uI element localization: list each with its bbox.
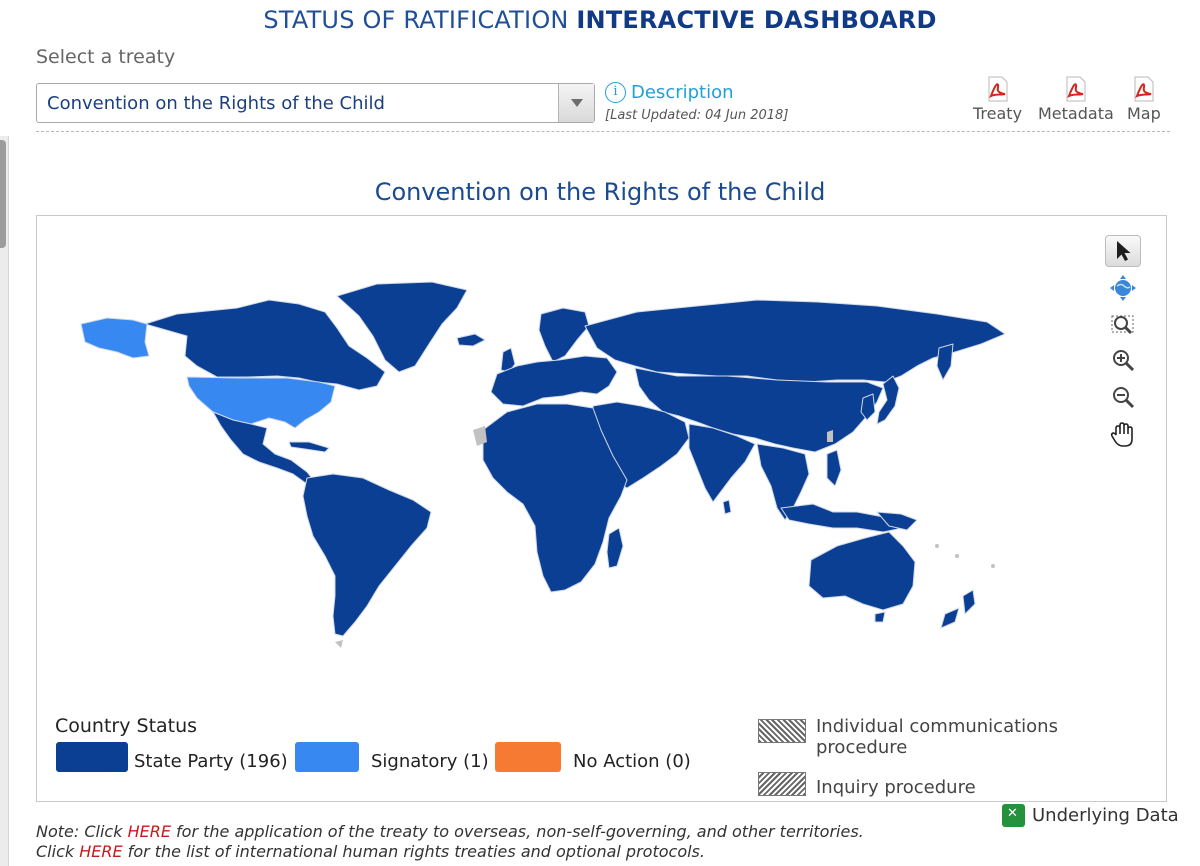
metadata-pdf-button[interactable]: Metadata	[1038, 76, 1114, 123]
dashboard-title: STATUS OF RATIFICATION INTERACTIVE DASHB…	[0, 6, 1200, 34]
header-divider	[36, 131, 1170, 132]
legend-label-individual-communications: Individual communications procedure	[816, 716, 1058, 758]
treaties-list-note-prefix: Click	[36, 842, 80, 861]
map-region-maritime-asia[interactable]	[780, 503, 904, 533]
zoom-region-icon	[1111, 315, 1134, 335]
map-region-europe[interactable]	[490, 355, 618, 407]
map-pdf-label: Map	[1127, 104, 1161, 123]
map-panel: Country Status State Party (196) Signato…	[36, 215, 1167, 802]
map-pdf-button[interactable]: Map	[1127, 76, 1161, 123]
legend-label-state-party: State Party (196)	[134, 751, 288, 772]
description-link-label: Description	[631, 82, 734, 103]
map-region-pacific-islands[interactable]	[991, 564, 995, 568]
territories-note-prefix: Note: Click	[36, 822, 128, 841]
zoom-region-icon[interactable]	[1105, 309, 1141, 341]
treaties-list-note-suffix: for the list of international human righ…	[122, 842, 705, 861]
dashboard-title-emphasis: INTERACTIVE DASHBOARD	[576, 6, 937, 34]
pdf-icon	[1066, 76, 1086, 102]
legend-swatch-state-party	[56, 741, 128, 772]
hatch-swatch-inquiry	[758, 772, 806, 796]
treaties-list-here-link[interactable]: HERE	[79, 842, 123, 861]
legend-swatch-signatory	[295, 741, 359, 772]
map-region-taiwan[interactable]	[827, 430, 833, 442]
legend-title: Country Status	[55, 715, 198, 737]
map-region-pacific-islands[interactable]	[935, 544, 939, 548]
map-region-asia[interactable]	[634, 367, 884, 453]
legend-item-signatory[interactable]: Signatory (1)	[295, 741, 489, 772]
last-updated-text: [Last Updated: 04 Jun 2018]	[605, 108, 789, 123]
map-region-western-sahara[interactable]	[473, 426, 487, 446]
select-arrow-icon	[1117, 241, 1131, 261]
map-region-united-states[interactable]	[186, 376, 336, 429]
map-region-africa[interactable]	[482, 403, 628, 593]
legend-label-signatory: Signatory (1)	[371, 751, 489, 772]
pdf-icon	[1134, 76, 1154, 102]
territories-note: Note: Click HERE for the application of …	[36, 822, 864, 841]
territories-note-suffix: for the application of the treaty to ove…	[170, 822, 864, 841]
map-region-south-asia[interactable]	[688, 423, 756, 503]
map-region-sri-lanka[interactable]	[722, 499, 732, 515]
map-region-philippines[interactable]	[826, 449, 842, 487]
pan-hand-icon[interactable]	[1105, 419, 1141, 451]
map-region-japan[interactable]	[876, 375, 900, 425]
zoom-in-icon[interactable]	[1105, 345, 1141, 377]
globe-icon[interactable]	[1105, 272, 1141, 304]
map-region-canada[interactable]	[144, 299, 386, 391]
treaty-pdf-label: Treaty	[973, 104, 1023, 123]
map-region-new-zealand-south[interactable]	[940, 607, 960, 629]
map-region-kamchatka[interactable]	[936, 343, 954, 381]
underlying-data-link[interactable]: Underlying Data	[1002, 804, 1179, 827]
legend-item-state-party[interactable]: State Party (196)	[56, 741, 288, 772]
map-region-new-zealand[interactable]	[962, 589, 976, 615]
territories-here-link[interactable]: HERE	[127, 822, 171, 841]
map-region-korea[interactable]	[860, 393, 876, 421]
legend-label-inquiry: Inquiry procedure	[816, 777, 976, 798]
treaty-pdf-button[interactable]: Treaty	[973, 76, 1022, 123]
pdf-icon	[988, 76, 1008, 102]
map-region-madagascar[interactable]	[606, 527, 624, 569]
globe-icon	[1110, 275, 1136, 301]
map-title: Convention on the Rights of the Child	[374, 178, 826, 206]
map-region-tasmania[interactable]	[874, 611, 886, 623]
pan-hand-icon	[1110, 422, 1133, 447]
map-region-antarctic-islands[interactable]	[335, 640, 343, 648]
map-region-iceland[interactable]	[456, 333, 486, 347]
map-region-cuba[interactable]	[288, 441, 330, 453]
page-scrollbar-track[interactable]	[0, 136, 9, 866]
map-region-russia[interactable]	[584, 299, 1006, 383]
zoom-out-icon[interactable]	[1105, 382, 1141, 414]
map-region-pacific-islands[interactable]	[955, 554, 959, 558]
select-arrow-icon[interactable]	[1105, 235, 1141, 267]
map-region-greenland[interactable]	[336, 281, 468, 373]
zoom-in-icon	[1113, 350, 1135, 372]
underlying-data-label: Underlying Data	[1032, 805, 1179, 826]
treaty-dropdown[interactable]: Convention on the Rights of the Child	[36, 83, 595, 123]
zoom-out-icon	[1113, 387, 1135, 409]
page-scrollbar-thumb[interactable]	[0, 140, 6, 248]
hatch-swatch-individual-communications	[758, 719, 806, 743]
map-region-scandinavia[interactable]	[538, 307, 590, 363]
description-link[interactable]: i Description	[605, 82, 734, 103]
legend-item-no-action[interactable]: No Action (0)	[495, 741, 691, 772]
treaties-list-note: Click HERE for the list of international…	[36, 842, 705, 861]
treaty-select-label: Select a treaty	[36, 46, 176, 68]
world-map[interactable]	[37, 216, 1167, 802]
dashboard-title-prefix: STATUS OF RATIFICATION	[263, 6, 569, 34]
chevron-down-icon[interactable]	[558, 84, 594, 122]
map-region-alaska[interactable]	[80, 317, 150, 359]
map-region-australia[interactable]	[808, 531, 916, 611]
legend-swatch-no-action	[495, 741, 561, 772]
info-icon: i	[605, 82, 626, 103]
legend-label-no-action: No Action (0)	[573, 751, 691, 772]
excel-icon	[1002, 804, 1025, 827]
map-region-papua-new-guinea[interactable]	[876, 511, 918, 531]
map-region-south-america[interactable]	[302, 473, 432, 637]
treaty-dropdown-value: Convention on the Rights of the Child	[47, 93, 385, 114]
metadata-pdf-label: Metadata	[1038, 104, 1114, 123]
